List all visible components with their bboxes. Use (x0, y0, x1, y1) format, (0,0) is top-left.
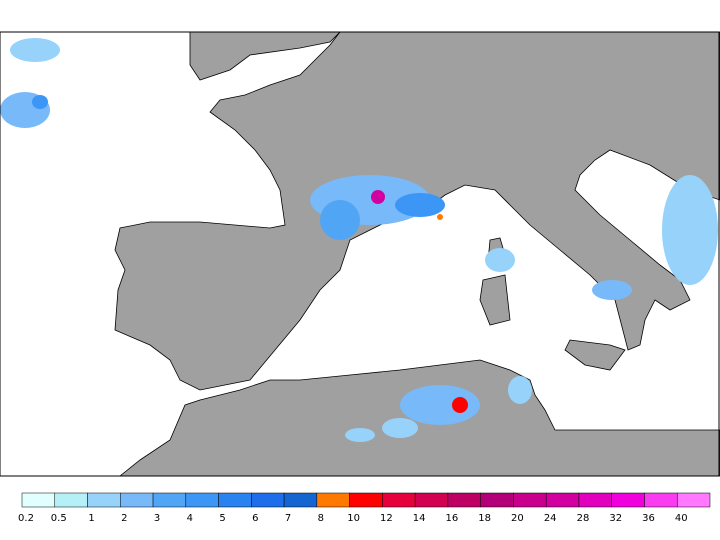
rain-area (592, 280, 632, 300)
legend-label: 20 (511, 513, 524, 524)
rain-area (400, 385, 480, 425)
legend: 0.2 0.5 1 2 3 4 5 6 7 8 10 12 14 16 18 20 24 28 32 36 40 (18, 492, 711, 524)
legend-label: 36 (642, 513, 655, 524)
legend-label: 16 (446, 513, 459, 524)
legend-label: 10 (347, 513, 360, 524)
rain-area (345, 428, 375, 442)
rain-area (485, 248, 515, 272)
legend-label: 6 (252, 513, 258, 524)
legend-label: 40 (675, 513, 688, 524)
legend-label: 32 (609, 513, 622, 524)
legend-swatch (283, 492, 318, 508)
legend-label: 5 (219, 513, 225, 524)
rain-area (371, 190, 385, 204)
rain-area (320, 200, 360, 240)
legend-swatch (447, 492, 481, 508)
legend-swatch (480, 492, 514, 508)
legend-label: 18 (478, 513, 491, 524)
legend-label: 1 (88, 513, 94, 524)
rain-area (662, 175, 718, 285)
legend-swatch (251, 492, 285, 508)
legend-swatch (414, 492, 449, 508)
rain-area (382, 418, 418, 438)
legend-label: 8 (318, 513, 324, 524)
legend-label: 14 (413, 513, 426, 524)
legend-label: 28 (577, 513, 590, 524)
map-frame (0, 31, 720, 477)
legend-swatch (349, 492, 383, 508)
legend-swatch (120, 492, 154, 508)
legend-swatch (218, 492, 252, 508)
legend-swatch (316, 492, 350, 508)
map (0, 31, 720, 477)
legend-swatch (185, 492, 219, 508)
legend-label: 24 (544, 513, 557, 524)
rain-area (452, 397, 468, 413)
rain-area (508, 376, 532, 404)
rain-area (10, 38, 60, 62)
legend-swatch (578, 492, 612, 508)
legend-label: 12 (380, 513, 393, 524)
rain-area (437, 214, 443, 220)
legend-label: 0.5 (51, 513, 67, 524)
legend-swatch (382, 492, 416, 508)
legend-swatch (545, 492, 580, 508)
legend-swatch (152, 492, 187, 508)
legend-label: 0.2 (18, 513, 34, 524)
legend-label: 4 (187, 513, 193, 524)
precipitation (0, 38, 718, 442)
legend-swatch (644, 492, 678, 508)
legend-label: 7 (285, 513, 291, 524)
legend-swatch (513, 492, 547, 508)
legend-label: 2 (121, 513, 127, 524)
legend-swatch (21, 492, 56, 508)
legend-swatch (54, 492, 88, 508)
rain-area (395, 193, 445, 217)
legend-label: 3 (154, 513, 160, 524)
rain-area (32, 95, 48, 109)
legend-swatch (676, 492, 711, 508)
legend-swatch (611, 492, 645, 508)
legend-swatch (87, 492, 121, 508)
